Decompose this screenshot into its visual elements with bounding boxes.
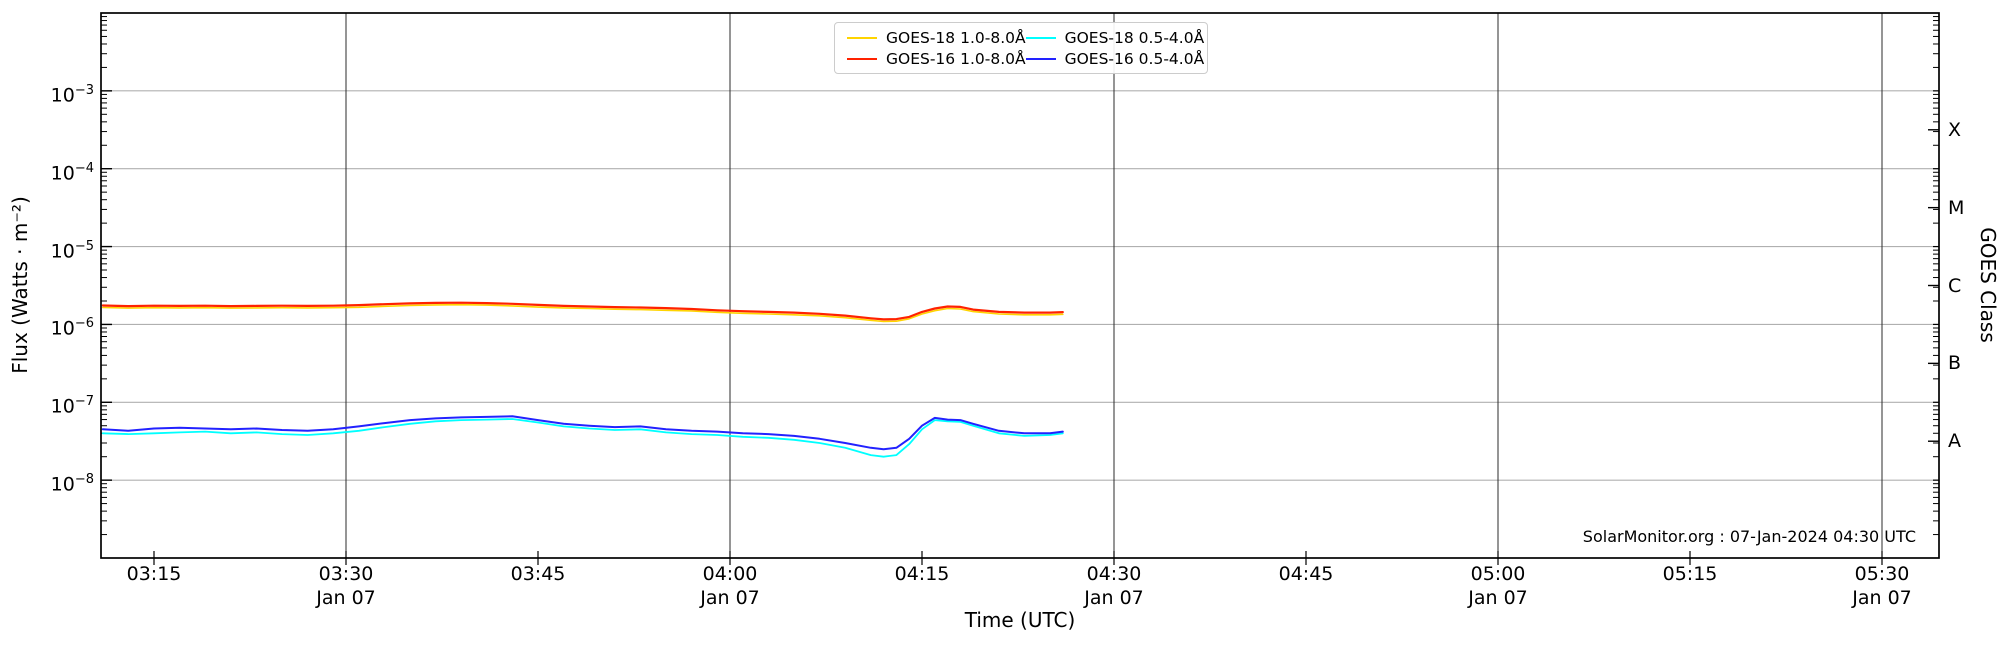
x-tick-label: 04:45 — [1278, 563, 1334, 585]
series-group — [101, 301, 1064, 458]
legend-column-short-channel: GOES-18 0.5-4.0Å GOES-16 0.5-4.0Å — [1025, 28, 1205, 68]
y-tick-label: 10−7 — [50, 394, 94, 418]
chart-legend: GOES-18 1.0-8.0Å GOES-16 1.0-8.0Å GOES-1… — [834, 22, 1208, 74]
legend-label: GOES-16 1.0-8.0Å — [886, 49, 1026, 68]
legend-line-swatch — [847, 36, 877, 39]
series-line-1 — [101, 301, 1064, 321]
legend-item: GOES-18 1.0-8.0Å — [847, 28, 1026, 47]
legend-item: GOES-16 1.0-8.0Å — [847, 49, 1026, 68]
x-tick-label: 05:15 — [1662, 563, 1718, 585]
y-tick-label: 10−8 — [50, 472, 94, 496]
x-tick-label: 03:30 — [318, 563, 374, 585]
legend-line-swatch — [1025, 36, 1056, 39]
legend-label: GOES-18 0.5-4.0Å — [1064, 28, 1205, 47]
goes-class-label: M — [1948, 196, 1965, 219]
goes-class-label: X — [1948, 118, 1962, 141]
goes-class-label: B — [1948, 352, 1962, 375]
x-tick-label: 04:00 — [702, 563, 758, 585]
x-axis-title: Time (UTC) — [964, 608, 1076, 632]
y-tick-label: 10−5 — [50, 238, 94, 262]
series-line-3 — [101, 415, 1064, 451]
x-tick-label: 03:45 — [510, 563, 566, 585]
goes-class-label: C — [1948, 274, 1962, 297]
x-tick-date-label: Jan 07 — [316, 587, 376, 609]
x-tick-date-label: Jan 07 — [1084, 587, 1144, 609]
legend-column-long-channel: GOES-18 1.0-8.0Å GOES-16 1.0-8.0Å — [847, 28, 1026, 68]
series-line-2 — [101, 418, 1064, 458]
legend-line-swatch — [847, 57, 877, 60]
x-tick-date-label: Jan 07 — [700, 587, 760, 609]
x-tick-label: 04:30 — [1086, 563, 1142, 585]
goes-class-label: A — [1948, 430, 1961, 453]
watermark-text: SolarMonitor.org : 07-Jan-2024 04:30 UTC — [1582, 527, 1916, 546]
right-axis-title: GOES Class — [1976, 227, 2000, 343]
y-tick-label: 10−4 — [50, 160, 94, 185]
legend-label: GOES-18 1.0-8.0Å — [886, 28, 1026, 47]
x-tick-date-label: Jan 07 — [1852, 587, 1912, 609]
x-tick-label: 05:30 — [1854, 563, 1910, 585]
x-tick-label: 05:00 — [1470, 563, 1526, 585]
legend-item: GOES-16 0.5-4.0Å — [1025, 49, 1205, 68]
plot-border — [100, 12, 1940, 559]
x-tick-label: 03:15 — [126, 563, 182, 585]
x-tick-label: 04:15 — [894, 563, 950, 585]
x-tick-date-label: Jan 07 — [1468, 587, 1528, 609]
legend-label: GOES-16 0.5-4.0Å — [1064, 49, 1205, 68]
legend-line-swatch — [1025, 57, 1056, 60]
y-tick-label: 10−6 — [50, 316, 94, 340]
series-line-0 — [102, 303, 1064, 323]
y-tick-label: 10−3 — [50, 82, 94, 107]
legend-item: GOES-18 0.5-4.0Å — [1025, 28, 1205, 47]
